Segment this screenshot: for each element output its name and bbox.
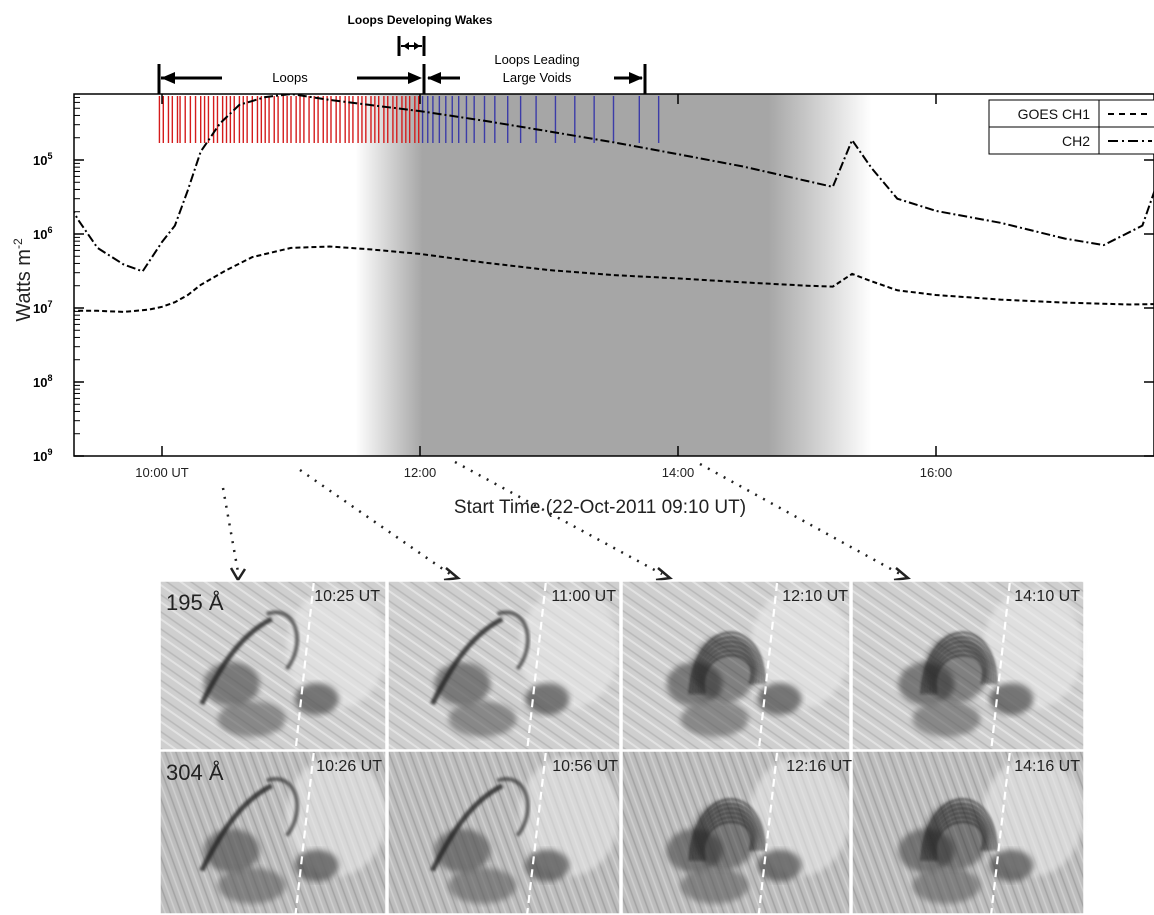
voids-bracket: [427, 64, 647, 94]
row2-time-1: 10:26 UT: [316, 758, 382, 775]
y-tick-label: 105: [33, 151, 52, 168]
image-panel-r2-c4: [851, 750, 1085, 915]
wakes-bracket: [397, 36, 426, 56]
legend-label-ch2: CH2: [1062, 133, 1090, 149]
legend: GOES CH1 CH2: [988, 99, 1154, 155]
annotation-loops-label: Loops: [272, 70, 308, 85]
y-axis-label-text: Watts m: [13, 249, 35, 322]
arrow-head-1: [229, 567, 247, 583]
x-tick-label: 12:00: [404, 465, 437, 480]
series-goes-ch1-line: [74, 245, 1154, 313]
series-layer: [74, 94, 1154, 313]
image-panel-r1-c2: [387, 580, 621, 751]
x-axis-label: Start Time (22-Oct-2011 09:10 UT): [454, 497, 746, 518]
arrow-head-4: [893, 567, 911, 582]
row2-wavelength-label: 304 Å: [166, 760, 224, 785]
annotation-voids-label-1: Loops Leading: [494, 52, 579, 67]
row2-time-4: 14:16 UT: [1014, 758, 1080, 775]
legend-label-goes-ch1: GOES CH1: [1018, 106, 1091, 122]
row2-time-3: 12:16 UT: [786, 758, 852, 775]
shaded-interval: [355, 94, 872, 456]
annotation-voids-label-2: Large Voids: [503, 70, 572, 85]
plot-area: 109 108 107 106 105 10:00 UT 12:00 14:00 16:00: [33, 93, 1154, 480]
loops-bracket: [157, 64, 426, 94]
row1-wavelength-label: 195 Å: [166, 590, 224, 615]
row1-time-4: 14:10 UT: [1014, 588, 1080, 605]
y-tick-label: 108: [33, 373, 52, 390]
y-axis-minor-ticks: [74, 96, 80, 435]
arrow-1: [221, 487, 240, 573]
arrow-heads: [229, 567, 911, 583]
x-tick-label: 14:00: [662, 465, 695, 480]
x-tick-label: 16:00: [920, 465, 953, 480]
image-panel-r1-c4: [851, 580, 1085, 751]
row1-time-1: 10:25 UT: [314, 588, 380, 605]
panel-labels: 195 Å 304 Å 10:25 UT 11:00 UT 12:10 UT 1…: [166, 588, 1080, 785]
arrow-4: [699, 462, 901, 576]
x-tick-label: 10:00 UT: [135, 465, 189, 480]
image-panel-r2-c3: [621, 750, 851, 915]
annotation-group: Loops Developing Wakes Loops Loops Leadi…: [157, 13, 647, 94]
dotted-arrows: [221, 460, 901, 576]
row1-time-2: 11:00 UT: [551, 588, 616, 605]
arrow-2: [299, 468, 451, 576]
row2-time-2: 10:56 UT: [552, 758, 618, 775]
image-panel-r1-c3: [621, 580, 851, 751]
y-axis-label: Watts m-2: [11, 238, 35, 322]
arrow-head-2: [443, 567, 461, 582]
annotation-wakes-label: Loops Developing Wakes: [348, 13, 493, 27]
image-panels: [159, 580, 1085, 915]
series-ch2-line: [74, 94, 1154, 273]
y-axis: 109 108 107 106 105: [33, 151, 1154, 464]
image-panel-r2-c1: [159, 750, 387, 915]
image-panel-r1-c1: [159, 580, 387, 751]
plot-frame: [73, 93, 1154, 457]
arrow-head-3: [655, 567, 673, 582]
x-axis: 10:00 UT 12:00 14:00 16:00: [135, 94, 952, 480]
y-tick-label: 109: [33, 447, 52, 464]
y-axis-label-exponent: -2: [11, 238, 25, 249]
y-tick-label: 107: [33, 299, 52, 316]
row1-time-3: 12:10 UT: [782, 588, 848, 605]
arrow-3: [454, 460, 663, 576]
image-panel-r2-c2: [387, 750, 621, 915]
y-tick-label: 106: [33, 225, 52, 242]
